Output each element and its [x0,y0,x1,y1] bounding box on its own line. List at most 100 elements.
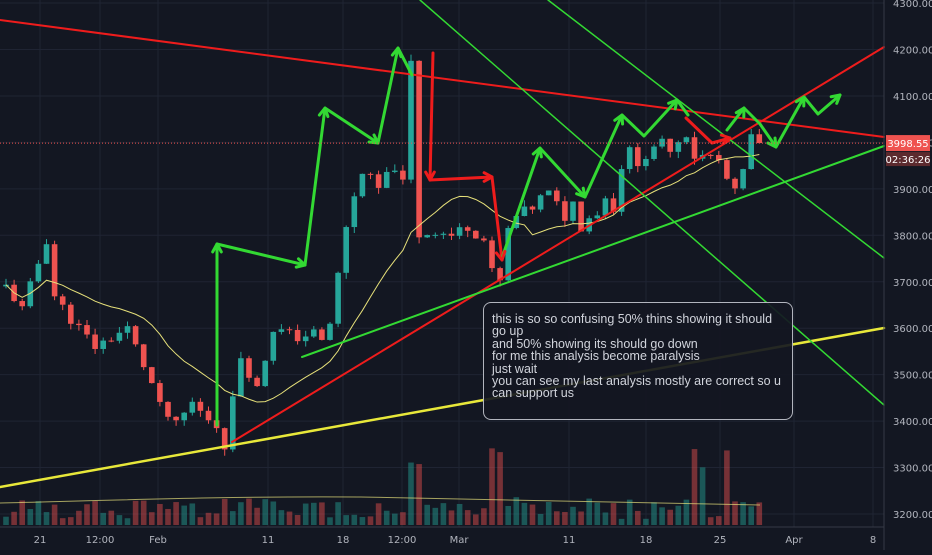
volume-bar [262,499,268,525]
candle-body [367,173,374,175]
candle-body [51,244,58,297]
volume-bar [675,505,682,525]
candle-body [489,240,495,269]
time-tick-label: Mar [450,535,470,546]
note-line-5: you can see my last analysis mostly are … [492,374,782,401]
price-tick-label: 3700.00 [893,278,932,289]
candle-body [108,340,115,342]
volume-bar [732,501,738,525]
candle-body [448,233,455,236]
volume-bar [311,502,317,525]
candle-body [416,60,422,238]
volume-bar [11,511,17,525]
candle-body [116,332,123,341]
candle-body [262,360,268,387]
candle-body [724,160,730,179]
volume-bar [343,515,349,525]
red-arrowhead [424,170,436,182]
volume-bar [294,514,301,525]
volume-bar [635,510,641,525]
volume-bar [246,498,252,525]
volume-bar [392,513,398,525]
candle-body [278,329,285,332]
price-tick-label: 3900.00 [893,185,932,196]
volume-bar [51,504,58,525]
candle-body [302,336,309,342]
volume-bar [302,503,309,525]
candles [3,54,763,456]
green-support-line [301,145,885,358]
candle-body [140,344,147,368]
volume-bar [197,517,204,525]
candle-body [521,206,528,216]
volume-bar [659,507,665,525]
volume-bar [707,517,714,525]
candle-body [691,137,698,159]
green-arrowhead [575,186,587,199]
candle-body [335,272,341,324]
candle-body [254,377,260,387]
candle-body [319,329,325,340]
candle-body [286,329,293,331]
time-tick-label: Apr [785,535,803,546]
green-arrowhead [613,113,625,126]
note-line-3: for me this analysis become paralysis [492,349,700,364]
price-tick-label: 3300.00 [893,464,932,475]
volume-bar [181,505,187,525]
volume-bar [489,448,495,525]
candle-body [59,296,66,305]
volume-bar [618,518,625,525]
candle-body [84,325,90,335]
candle-body [675,142,682,152]
candle-body [578,201,584,232]
volume-bar [149,512,155,525]
candle-body [602,198,609,216]
candle-body [157,383,163,402]
green-arrowhead [667,98,679,111]
candle-body [124,326,131,333]
candle-body [100,340,106,349]
volume-bar [513,497,520,525]
candle-body [43,244,50,264]
moving-average [0,154,761,506]
price-tick-label: 3400.00 [893,417,932,428]
candle-body [683,137,690,143]
volume-bar [27,509,34,525]
volume-bar [756,502,763,525]
candle-body [635,147,641,167]
green-arrowhead [794,95,806,108]
volume-bar [173,502,179,525]
volume-bar [473,514,479,525]
volume-bar [699,467,706,525]
candle-body [383,171,390,188]
green-arrowhead [531,146,543,159]
volume-bar [570,506,576,525]
drawings [0,0,886,489]
volume-bar [448,510,455,525]
green-arrowhead [390,46,403,59]
candle-body [424,235,430,238]
volume-bar [610,503,617,525]
candle-body [659,138,665,147]
green-arrowhead [211,242,223,254]
candle-body [205,410,212,421]
time-tick-label: 18 [640,535,653,546]
candle-body [221,428,228,450]
candle-body [740,169,746,189]
candle-body [76,323,82,326]
candle-body [497,268,503,281]
candle-body [643,158,649,167]
candle-body [473,230,479,239]
candle-body [327,323,333,340]
candle-body [529,206,536,210]
volume-bar [238,502,244,525]
volume-bar [505,505,511,525]
candle-body [3,284,9,287]
price-tick-label: 3500.00 [893,371,932,382]
volume-bar [100,512,106,525]
volume-bar [481,508,487,525]
red-resistance-line [0,19,885,138]
volume-bar [270,501,277,525]
